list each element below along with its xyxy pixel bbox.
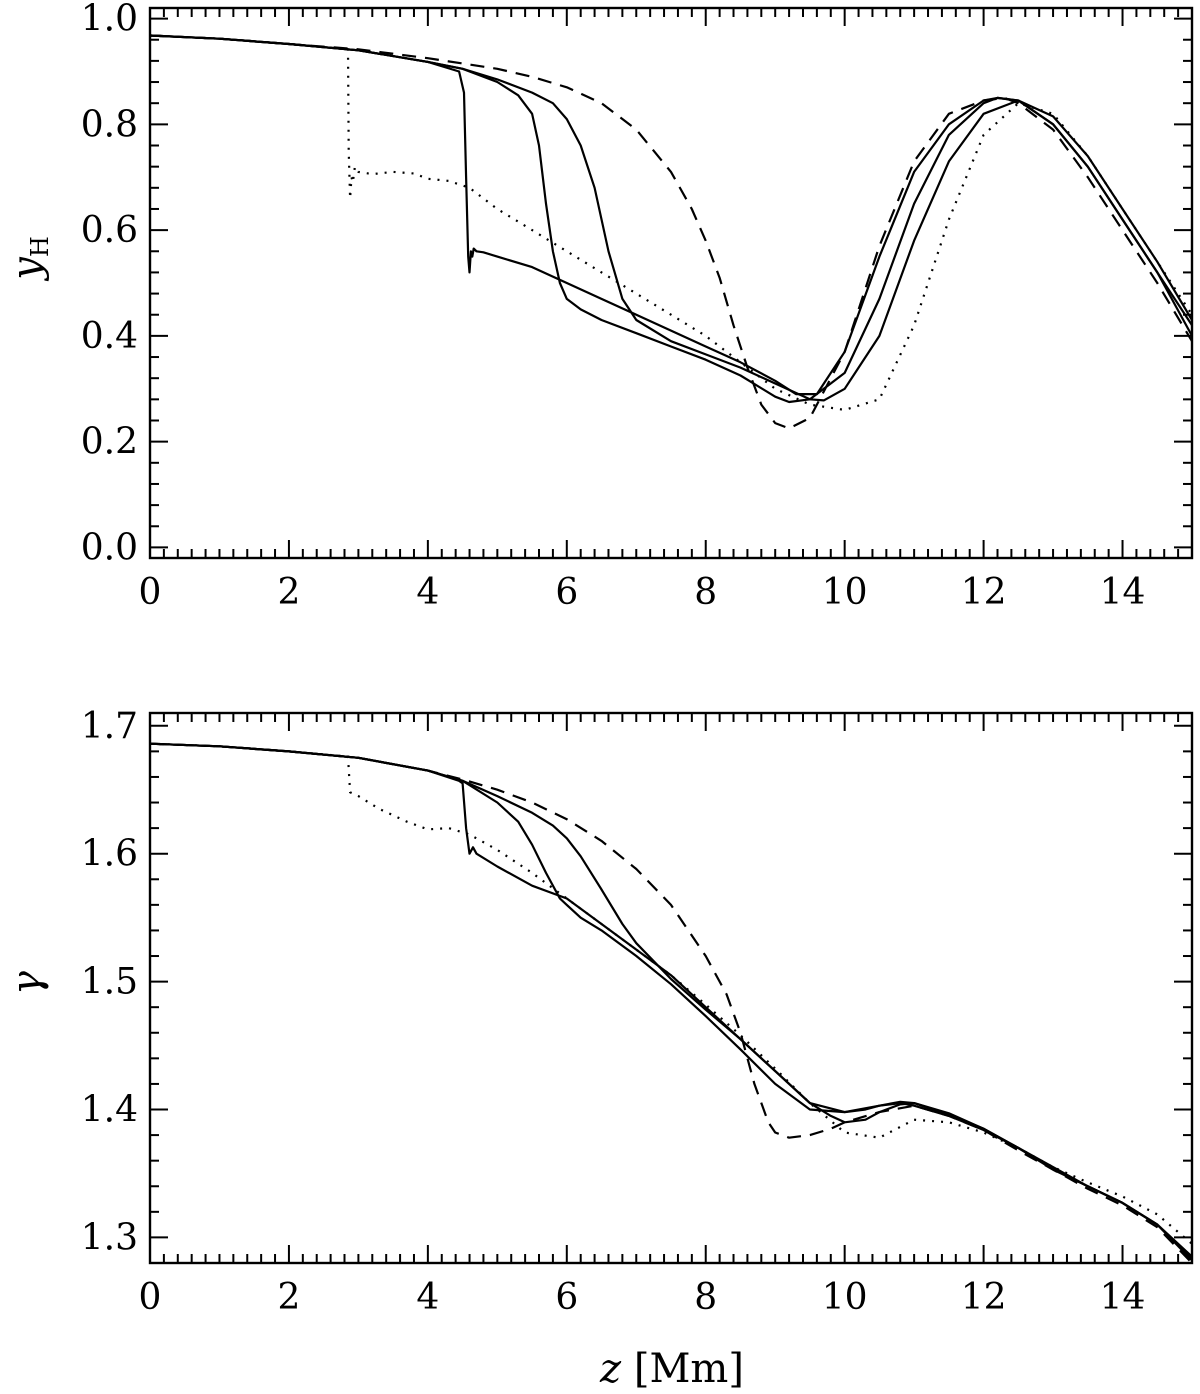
x-tick-label: 8 [694, 1277, 717, 1318]
series-line-dotted-0 [150, 742, 1192, 1245]
y-tick-label: 0.0 [81, 527, 138, 568]
x-tick-label: 14 [1100, 572, 1146, 613]
y-tick-label: 0.8 [81, 104, 138, 145]
series-line-dashed-4 [150, 34, 1192, 430]
panel-adiabatic-index: 0 2 4 6 8 10 12 14 1.3 1.4 1.5 1.6 1.7 γ z [Mm] [4, 706, 1194, 1392]
y-tick-label: 1.0 [81, 0, 138, 40]
y-tick-label: 0.6 [81, 210, 138, 251]
y-axis-label-symbol: y [4, 256, 50, 282]
y-tick-label: 1.5 [81, 962, 138, 1003]
panel-hydrogen-ionization: 0 2 4 6 8 10 12 14 0.0 0.2 0.4 0.6 0.8 1.0 yH [4, 0, 1194, 613]
series-line-dotted-0 [150, 34, 1192, 411]
x-axis-label-symbol: z [599, 1346, 622, 1392]
series-line-solid-1 [150, 742, 1192, 1262]
y-tick-label: 1.3 [81, 1217, 138, 1258]
y-tick-label: 1.7 [81, 706, 138, 747]
x-tick-label: 0 [139, 572, 162, 613]
x-tick-label: 12 [961, 572, 1007, 613]
tick-group: 0 2 4 6 8 10 12 14 0.0 0.2 0.4 0.6 0.8 1.0 [81, 0, 1193, 613]
x-tick-label: 4 [416, 572, 439, 613]
x-tick-label: 6 [555, 1277, 578, 1318]
x-tick-label: 8 [694, 572, 717, 613]
plot-frame [148, 711, 1194, 1265]
x-tick-label: 6 [555, 572, 578, 613]
x-axis-label-space [621, 1346, 634, 1392]
x-tick-label: 12 [961, 1277, 1007, 1318]
y-axis-label: yH [4, 236, 54, 282]
series-group [150, 34, 1192, 430]
x-axis-label-unit: [Mm] [634, 1346, 744, 1392]
y-axis-label-subscript: H [26, 236, 54, 257]
y-axis-label: γ [4, 971, 50, 995]
y-tick-label: 1.6 [81, 834, 138, 875]
x-tick-label: 14 [1100, 1277, 1146, 1318]
series-line-solid-3 [150, 742, 1192, 1258]
y-tick-label: 0.2 [81, 422, 138, 463]
series-line-solid-3 [150, 34, 1192, 402]
x-tick-label: 0 [139, 1277, 162, 1318]
plot-frame [148, 6, 1194, 560]
x-tick-label: 10 [822, 572, 868, 613]
x-tick-label: 2 [277, 1277, 300, 1318]
series-line-dashed-4 [150, 742, 1192, 1263]
y-tick-label: 0.4 [81, 316, 138, 357]
y-tick-label: 1.4 [81, 1090, 138, 1131]
x-tick-label: 4 [416, 1277, 439, 1318]
series-line-solid-2 [150, 742, 1192, 1260]
series-group [150, 742, 1192, 1263]
tick-group: 0 2 4 6 8 10 12 14 1.3 1.4 1.5 1.6 1.7 [81, 706, 1193, 1318]
x-tick-label: 10 [822, 1277, 868, 1318]
series-line-solid-2 [150, 34, 1192, 404]
x-tick-label: 2 [277, 572, 300, 613]
x-axis-label: z [Mm] [599, 1346, 744, 1392]
